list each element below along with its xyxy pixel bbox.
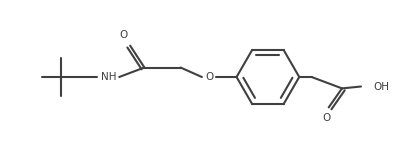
Text: OH: OH [373, 81, 389, 91]
Text: O: O [323, 113, 331, 123]
Text: O: O [119, 30, 128, 40]
Text: O: O [205, 72, 213, 82]
Text: NH: NH [101, 72, 116, 82]
